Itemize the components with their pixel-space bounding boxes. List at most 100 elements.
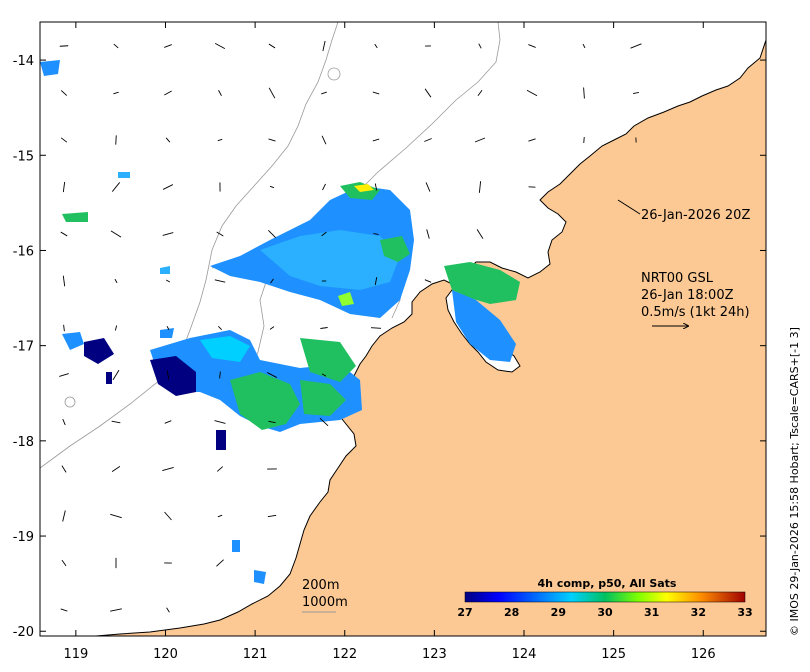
plot-frame — [39, 21, 767, 637]
y-tick-label: -17 — [13, 340, 34, 355]
current-vector — [218, 326, 222, 330]
x-tick-label: 120 — [153, 647, 178, 662]
time-label: 26-Jan-2026 20Z — [641, 208, 750, 223]
current-vector — [372, 91, 380, 95]
isobath-1000m — [40, 22, 339, 469]
current-vector — [62, 418, 66, 426]
colorbar-label: 33 — [737, 606, 752, 619]
colorbar: 4h comp, p50, All Sats 27 28 29 30 31 32 33 — [452, 574, 758, 628]
current-vector — [374, 43, 378, 49]
land-mass — [95, 39, 766, 636]
current-vector — [477, 90, 483, 96]
current-vector — [372, 138, 380, 142]
current-vectors — [59, 40, 642, 613]
current-vector — [216, 466, 224, 472]
current-vector — [268, 230, 276, 238]
current-vector — [218, 90, 222, 96]
current-vector — [321, 91, 327, 95]
current-vector — [164, 90, 172, 96]
current-vector — [60, 608, 68, 612]
current-vector — [474, 137, 486, 143]
current-vector — [113, 91, 119, 95]
current-vector — [60, 90, 68, 96]
colorbar-ramp — [464, 591, 746, 603]
colorbar-label: 30 — [597, 606, 613, 619]
x-tick-label: 122 — [332, 647, 357, 662]
current-vector — [583, 87, 585, 99]
current-vector — [110, 230, 122, 238]
current-vector — [425, 182, 431, 192]
sst-patches — [40, 60, 520, 584]
current-vector — [60, 231, 68, 237]
x-tick-label: 124 — [512, 647, 537, 662]
colorbar-labels: 27 28 29 30 31 32 33 — [457, 606, 752, 619]
current-vector — [268, 420, 276, 424]
current-vector — [320, 327, 328, 329]
current-vector — [59, 373, 69, 377]
current-vector — [478, 43, 482, 49]
current-vector — [164, 44, 172, 48]
current-vector — [217, 514, 223, 518]
x-tick-label: 125 — [601, 647, 626, 662]
y-axis: -14 -15 -16 -17 -18 -19 -20 — [13, 54, 766, 640]
current-vector — [321, 231, 327, 237]
current-vector — [219, 371, 221, 379]
current-vector — [321, 373, 327, 377]
current-vector — [110, 608, 122, 612]
current-vector — [269, 326, 275, 330]
colorbar-label: 27 — [457, 606, 472, 619]
y-tick-label: -20 — [13, 625, 34, 640]
current-vector — [319, 417, 329, 427]
current-vector — [61, 559, 67, 567]
current-vector — [60, 137, 68, 143]
current-vector — [166, 326, 170, 330]
current-vector — [165, 279, 171, 283]
y-tick-label: -16 — [13, 244, 34, 259]
current-vector — [268, 87, 276, 99]
x-tick-label: 123 — [422, 647, 447, 662]
current-vector — [216, 231, 224, 237]
current-vector — [583, 137, 585, 143]
y-tick-label: -18 — [13, 435, 34, 450]
current-vector — [214, 42, 226, 50]
current-vector — [162, 184, 174, 190]
current-vector — [426, 229, 430, 239]
product-line-3: 0.5m/s (1kt 24h) — [641, 305, 750, 320]
current-vector — [268, 43, 276, 49]
current-vector — [476, 229, 484, 239]
current-vector — [526, 89, 538, 97]
current-vector — [630, 43, 642, 49]
current-vector — [111, 466, 121, 472]
depth-label-1000m: 1000m — [302, 595, 348, 610]
current-vector — [162, 467, 174, 471]
current-vector — [114, 325, 118, 331]
current-vector — [111, 420, 121, 424]
current-vector — [165, 137, 171, 143]
current-vector — [62, 275, 66, 287]
current-vector — [166, 370, 170, 380]
current-vector — [322, 40, 326, 52]
current-vector — [214, 420, 226, 424]
current-vector — [374, 277, 378, 285]
colorbar-label: 31 — [644, 606, 659, 619]
current-vector — [582, 43, 586, 49]
current-vector — [424, 279, 432, 283]
colorbar-label: 32 — [691, 606, 706, 619]
time-label-pointer — [617, 199, 641, 215]
current-vector — [164, 420, 172, 424]
current-vector — [528, 138, 536, 142]
current-vector — [112, 369, 120, 381]
colorbar-label: 29 — [551, 606, 566, 619]
current-vector — [269, 185, 275, 189]
current-vector — [62, 510, 66, 522]
current-vector — [633, 92, 639, 94]
current-vector — [63, 324, 65, 332]
current-vector — [424, 88, 432, 98]
island — [64, 396, 76, 408]
depth-label-200m: 200m — [302, 578, 339, 593]
current-vector — [478, 181, 482, 193]
current-vector — [374, 183, 378, 191]
x-tick-label: 121 — [243, 647, 268, 662]
product-line-1: NRT00 GSL — [641, 271, 714, 286]
